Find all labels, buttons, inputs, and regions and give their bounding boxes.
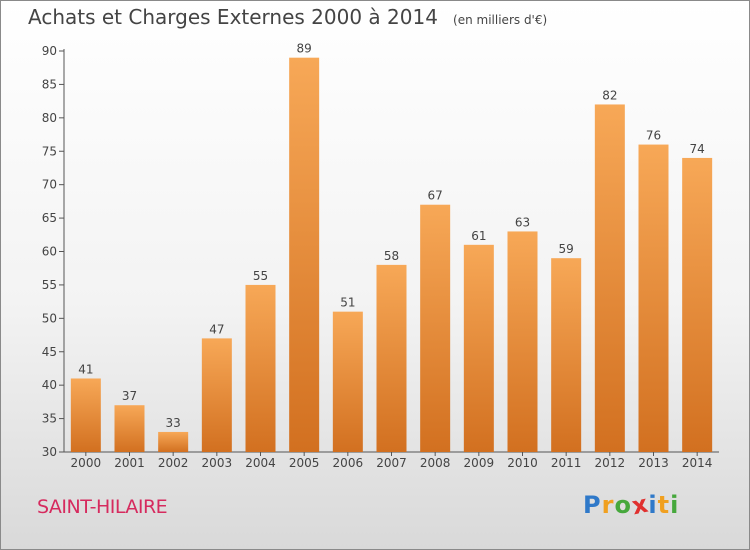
bar-2006	[332, 311, 363, 452]
title-subtitle: (en milliers d'€)	[453, 13, 548, 27]
x-tick-label-2013: 2013	[638, 456, 669, 470]
value-label-2004: 55	[253, 269, 268, 283]
logo-letter: r	[601, 491, 615, 519]
x-tick-label-2002: 2002	[158, 456, 189, 470]
y-tick-label: 75	[42, 144, 57, 158]
y-tick-label: 90	[42, 44, 57, 58]
bar-2014	[682, 157, 713, 452]
title-main: Achats et Charges Externes 2000 à 2014	[28, 5, 438, 29]
logo-letter: i	[648, 491, 658, 519]
logo-letter: o	[614, 491, 632, 519]
x-tick-label-2012: 2012	[595, 456, 626, 470]
bar-2013	[638, 144, 669, 453]
value-label-2013: 76	[646, 129, 661, 143]
bar-2012	[594, 104, 625, 452]
value-label-2003: 47	[209, 322, 224, 336]
value-label-2000: 41	[78, 362, 93, 376]
bar-2001	[114, 405, 145, 452]
x-tick-label-2004: 2004	[245, 456, 276, 470]
value-label-2007: 58	[384, 249, 399, 263]
logo-letter: P	[583, 491, 602, 519]
y-tick-label: 30	[42, 445, 57, 459]
x-tick-label-2008: 2008	[420, 456, 451, 470]
y-tick-label: 50	[42, 311, 57, 325]
y-tick-label: 40	[42, 378, 57, 392]
axes: 30 35 40 45 50 55 60 65 70 75 80 85 90 2000 2001 2002 20…	[42, 44, 719, 470]
y-tick-label: 80	[42, 111, 57, 125]
bars	[70, 57, 713, 453]
value-label-2011: 59	[559, 242, 574, 256]
value-label-2010: 63	[515, 215, 530, 229]
y-tick-label: 55	[42, 278, 57, 292]
value-label-2002: 33	[166, 416, 181, 430]
value-label-2012: 82	[602, 88, 617, 102]
bar-2009	[463, 244, 494, 452]
value-label-2001: 37	[122, 389, 137, 403]
value-label-2005: 89	[297, 42, 312, 56]
x-tick-label-2011: 2011	[551, 456, 582, 470]
y-tick-label: 65	[42, 211, 57, 225]
x-tick-label-2007: 2007	[376, 456, 407, 470]
y-tick-label: 70	[42, 178, 57, 192]
x-tick-label-2001: 2001	[114, 456, 145, 470]
y-tick-label: 35	[42, 412, 57, 426]
bar-2003	[201, 338, 232, 452]
bar-2010	[507, 231, 538, 452]
value-label-2006: 51	[340, 296, 355, 310]
bar-chart: 30 35 40 45 50 55 60 65 70 75 80 85 90 2000 2001 2002 20…	[42, 42, 719, 470]
x-tick-label-2014: 2014	[682, 456, 713, 470]
x-tick-label-2006: 2006	[333, 456, 364, 470]
x-tick-label-2000: 2000	[71, 456, 102, 470]
value-label-2008: 67	[428, 189, 443, 203]
y-tick-label: 45	[42, 345, 57, 359]
x-tick-label-2009: 2009	[464, 456, 495, 470]
x-tick-label-2010: 2010	[507, 456, 538, 470]
chart-title: Achats et Charges Externes 2000 à 2014 (…	[28, 5, 547, 29]
value-labels: 41 37 33 47 55 89 51 58 67 61 63 59 82 76 74	[78, 42, 705, 430]
bar-2011	[551, 258, 582, 452]
proxiti-logo: Proxiti	[583, 490, 680, 521]
bar-2005	[289, 57, 320, 452]
bar-2000	[70, 378, 101, 452]
y-tick-label: 60	[42, 245, 57, 259]
x-tick-label-2005: 2005	[289, 456, 320, 470]
bar-2008	[420, 204, 451, 452]
bar-2004	[245, 284, 276, 452]
logo-letter: t	[657, 491, 671, 519]
commune-name: SAINT-HILAIRE	[37, 496, 168, 518]
y-tick-label: 85	[42, 77, 57, 91]
value-label-2009: 61	[471, 229, 486, 243]
logo-letter: i	[670, 491, 680, 519]
x-tick-label-2003: 2003	[202, 456, 233, 470]
bar-2007	[376, 264, 407, 452]
value-label-2014: 74	[690, 142, 705, 156]
bar-2002	[158, 431, 189, 452]
